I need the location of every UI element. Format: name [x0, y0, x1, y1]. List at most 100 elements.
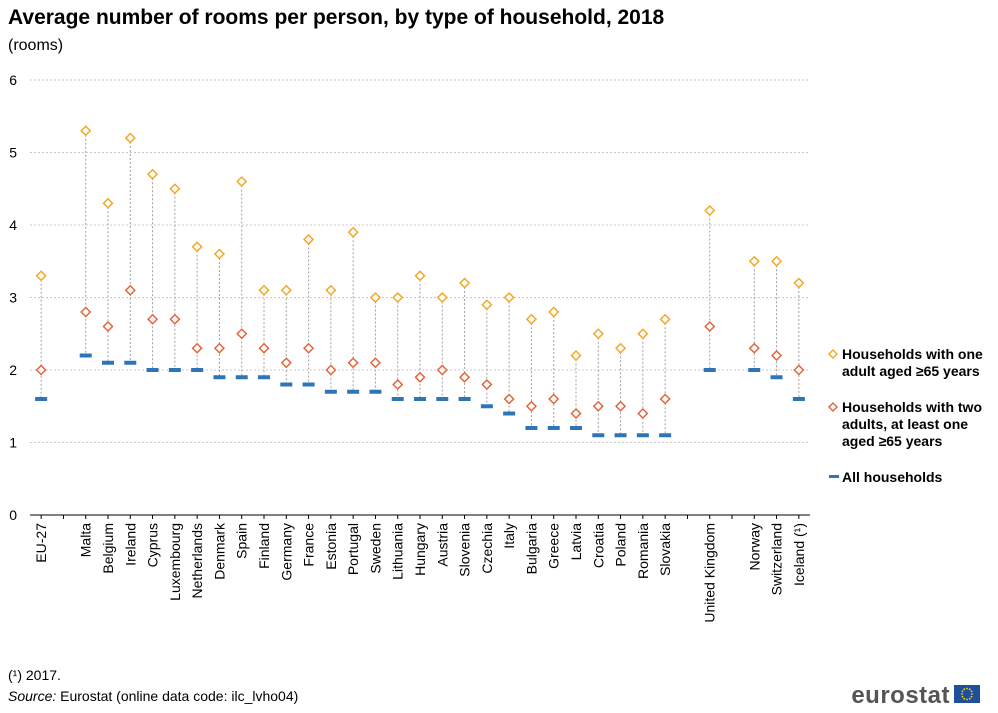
all-households-marker: [703, 368, 716, 372]
source-text: Eurostat (online data code: ilc_lvho04): [60, 688, 299, 704]
two-adults-marker: [169, 313, 181, 325]
drop-lines: [40, 130, 800, 436]
one-adult-marker: [325, 284, 337, 296]
one-adult-marker: [414, 270, 426, 282]
one-adult-marker: [280, 284, 292, 296]
x-tick-label: Denmark: [211, 522, 227, 580]
two-adults-marker: [258, 342, 270, 354]
two-adults-marker: [236, 328, 248, 340]
x-tick-label: Poland: [613, 523, 629, 567]
two-adults-marker: [771, 349, 783, 362]
all-households-marker: [347, 389, 360, 394]
x-tick-label: Luxembourg: [167, 523, 183, 601]
legend-item-one-adult: Households with one adult aged ≥65 years: [828, 346, 993, 380]
x-tick-label: Italy: [501, 523, 517, 549]
x-tick-label: Cyprus: [145, 523, 161, 567]
two-adults-marker: [637, 407, 649, 420]
two-adults-marker: [80, 306, 92, 318]
one-adult-marker: [35, 270, 47, 282]
all-households-marker: [168, 368, 181, 372]
x-tick-label: Germany: [278, 523, 294, 581]
two-adults-marker: [615, 400, 627, 412]
legend-item-two-adults: Households with two adults, at least one…: [828, 399, 993, 450]
all-households-marker: [592, 433, 605, 438]
two-adults-marker: [748, 342, 760, 354]
x-tick-label: Croatia: [590, 523, 606, 568]
all-households-marker: [213, 375, 226, 380]
all-households-marker: [146, 368, 159, 372]
diamond-marker-icon: [828, 346, 842, 363]
one-adult-marker: [436, 291, 448, 304]
x-tick-label: Spain: [234, 523, 250, 559]
all-households-marker: [258, 375, 270, 380]
two-adults-marker: [325, 364, 337, 376]
one-adult-marker: [615, 342, 627, 354]
all-households-marker: [480, 404, 493, 409]
two-adults-marker: [503, 393, 515, 405]
legend-label: All households: [842, 469, 943, 485]
y-axis-tick-labels: 0 1 2 3 4 5 6: [9, 72, 17, 523]
all-households-marker: [124, 360, 137, 365]
two-adults-marker: [570, 407, 582, 420]
one-adult-marker: [704, 204, 716, 217]
all-households-marker: [748, 368, 761, 372]
one-adult-marker: [637, 328, 649, 340]
diamond-marker-icon: [828, 399, 842, 416]
logo-wordmark: eurostat: [851, 682, 950, 709]
two-adults-marker: [213, 342, 225, 354]
all-households-marker: [35, 397, 48, 401]
x-tick-label: Bulgaria: [523, 523, 539, 575]
two-adults-marker: [303, 342, 315, 354]
all-households-marker: [503, 411, 516, 416]
x-tick-label: EU-27: [33, 523, 49, 563]
one-adult-marker: [392, 291, 404, 304]
gridlines: [30, 79, 810, 443]
two-adults-marker: [459, 371, 471, 383]
two-adults-marker: [35, 364, 47, 376]
all-households-marker: [414, 397, 426, 401]
x-tick-label: Iceland (¹): [791, 523, 807, 586]
two-adults-marker: [525, 400, 537, 412]
one-adult-marker: [102, 197, 114, 209]
x-axis: EU-27 Malta Belgium Ireland Cyprus Luxembourg…: [30, 514, 810, 623]
legend-label: Households with one adult aged ≥65 years: [842, 346, 983, 379]
x-tick-label: Finland: [256, 523, 272, 569]
one-adult-marker: [303, 233, 315, 246]
two-adults-marker: [704, 320, 716, 333]
two-adults-marker: [369, 357, 381, 369]
x-tick-label: Hungary: [412, 523, 428, 576]
x-tick-label: Belgium: [100, 523, 116, 574]
all-households-marker: [79, 353, 92, 358]
one-adult-marker: [169, 183, 181, 195]
chart-title: Average number of rooms per person, by t…: [8, 6, 665, 29]
one-adult-marker: [548, 306, 560, 318]
two-adults-marker: [124, 284, 136, 296]
all-households-marker: [191, 368, 204, 372]
all-households-marker: [614, 433, 627, 438]
two-adults-marker: [392, 378, 404, 391]
y-tick-label: 5: [9, 145, 17, 161]
x-tick-label: Ireland: [122, 523, 138, 566]
x-tick-label: Slovakia: [657, 523, 673, 576]
x-tick-label: Estonia: [323, 523, 339, 570]
all-households-marker: [636, 433, 649, 438]
one-adult-marker: [213, 248, 225, 260]
eurostat-logo: eurostat: [851, 682, 980, 710]
x-tick-label: Slovenia: [457, 523, 473, 577]
one-adult-marker: [236, 175, 248, 188]
one-adult-marker: [124, 132, 136, 144]
two-adults-marker: [414, 371, 426, 383]
y-tick-label: 6: [9, 72, 17, 88]
two-adults-marker: [793, 364, 805, 376]
one-adult-marker: [147, 168, 159, 180]
source-note: Source: Eurostat (online data code: ilc_…: [8, 688, 298, 704]
all-households-marker: [570, 426, 582, 430]
one-adult-marker: [191, 241, 203, 253]
two-adults-marker: [436, 364, 448, 376]
one-adult-marker: [748, 255, 760, 267]
two-adults-marker: [592, 400, 604, 412]
x-tick-label: Malta: [78, 523, 94, 557]
two-adults-marker: [481, 378, 493, 391]
one-adult-marker: [771, 255, 783, 267]
all-households-marker: [302, 382, 315, 387]
